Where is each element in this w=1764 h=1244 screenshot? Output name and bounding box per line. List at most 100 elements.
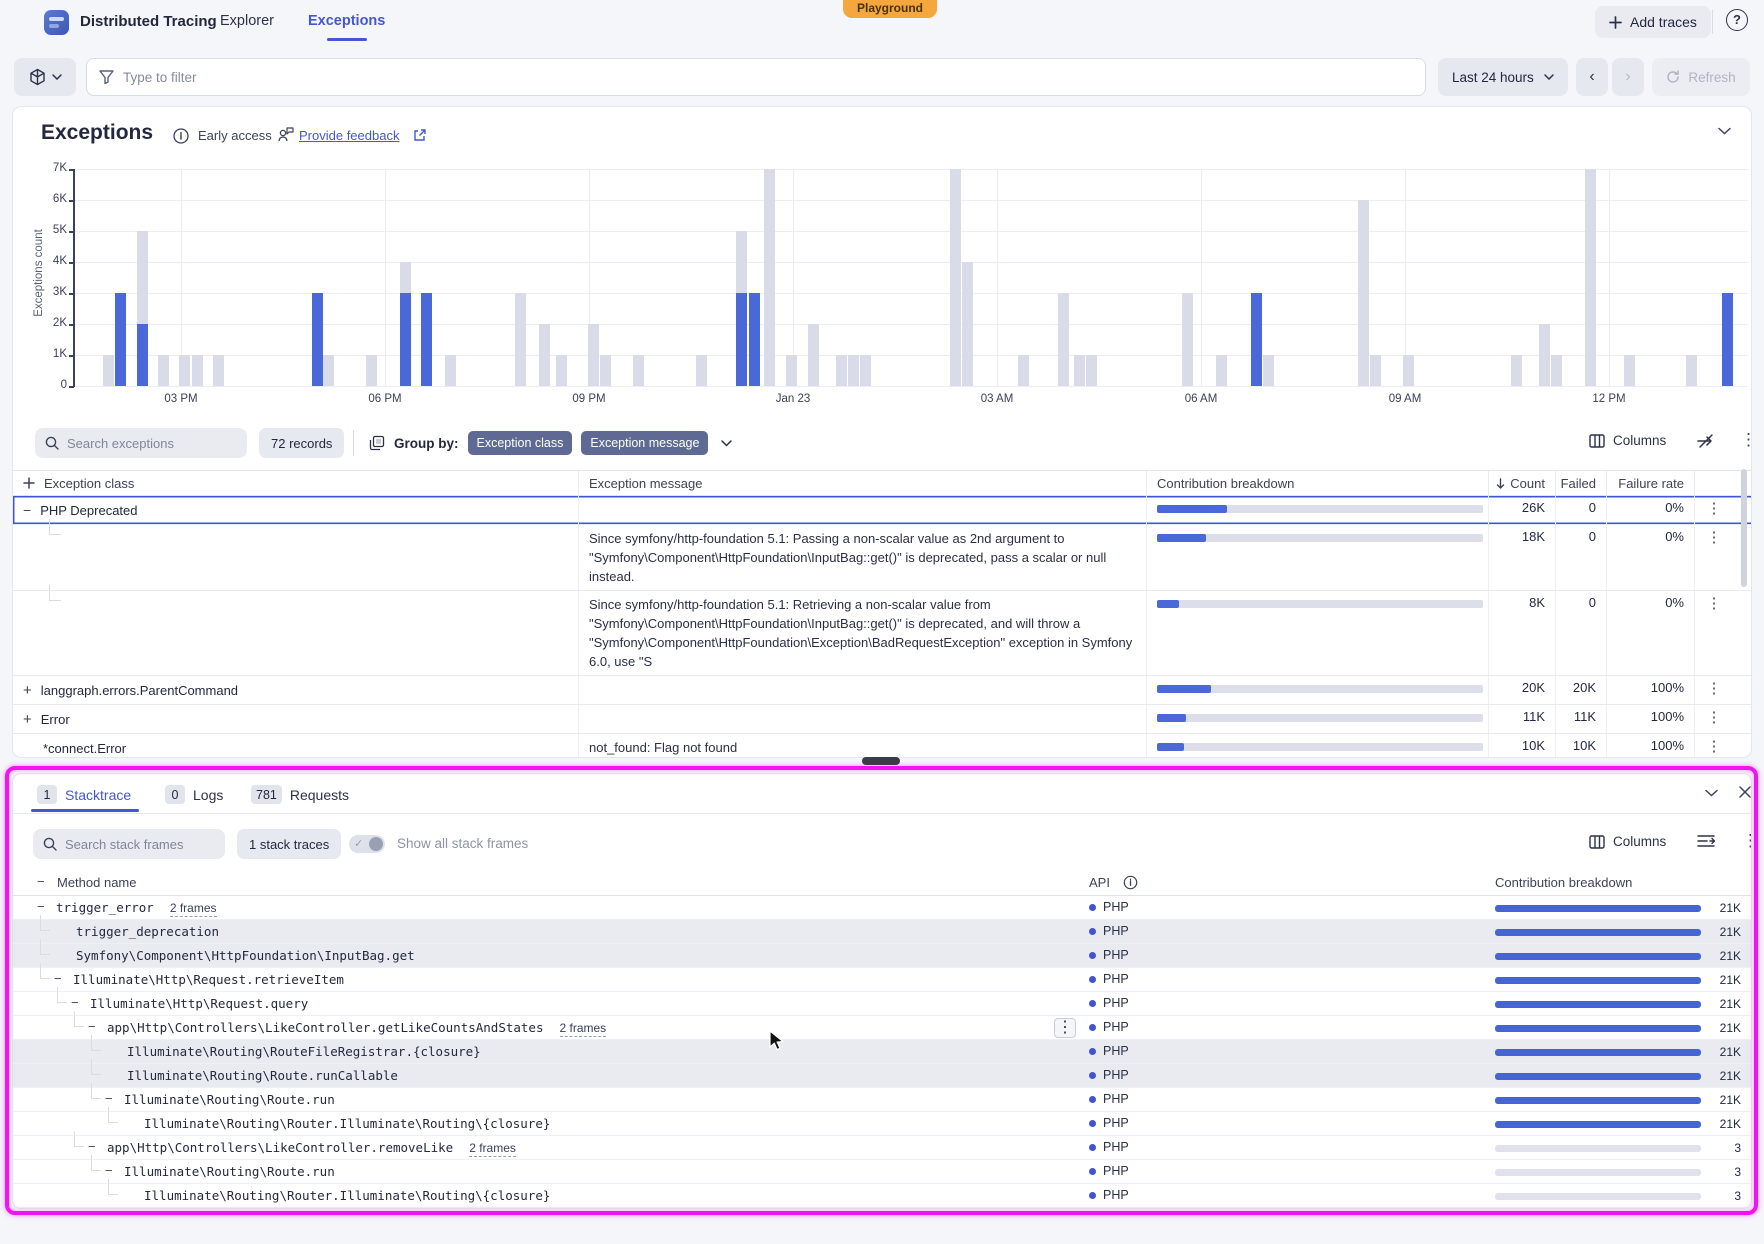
time-range-dropdown[interactable]: Last 24 hours xyxy=(1438,58,1568,96)
chart-bar-total[interactable] xyxy=(1585,169,1596,386)
table-row[interactable]: + Error 11K 11K 100% ⋮ xyxy=(13,705,1751,734)
chart-bar-total[interactable] xyxy=(1058,293,1069,386)
columns-button[interactable]: Columns xyxy=(1589,834,1666,849)
stack-frame-row[interactable]: − Illuminate\Http\Request.query PHP 21K xyxy=(13,987,1751,1016)
col-api[interactable]: API xyxy=(1089,875,1110,890)
chart-bar-total[interactable] xyxy=(786,355,797,386)
col-count[interactable]: Count xyxy=(1510,475,1545,491)
add-traces-button[interactable]: Add traces xyxy=(1595,6,1711,38)
chart-bar-selected[interactable] xyxy=(312,293,323,386)
api-info-icon[interactable] xyxy=(1123,875,1138,890)
chart-bar-selected[interactable] xyxy=(1722,293,1733,386)
provide-feedback-link[interactable]: Provide feedback xyxy=(299,128,400,143)
time-prev-button[interactable]: ‹ xyxy=(1576,58,1608,96)
group-chip-exception-message[interactable]: Exception message xyxy=(581,431,709,455)
chart-bar-selected[interactable] xyxy=(749,293,760,386)
search-stack-frames-box[interactable] xyxy=(33,829,225,859)
stack-frame-row[interactable]: Illuminate\Routing\Route.runCallable PHP 2… xyxy=(13,1059,1751,1088)
group-chip-exception-class[interactable]: Exception class xyxy=(467,431,573,455)
close-icon[interactable] xyxy=(1738,785,1751,799)
chart-bar-total[interactable] xyxy=(213,355,224,386)
tab-requests[interactable]: 781 Requests xyxy=(251,785,349,804)
filter-input[interactable] xyxy=(123,69,1413,85)
row-menu-kebab-icon[interactable]: ⋮ xyxy=(1706,738,1722,755)
chart-bar-total[interactable] xyxy=(1263,355,1274,386)
chart-bar-total[interactable] xyxy=(556,355,567,386)
col-exception-class[interactable]: Exception class xyxy=(44,475,135,491)
app-logo-icon[interactable] xyxy=(44,10,69,35)
stack-frame-row[interactable]: − app\Http\Controllers\LikeController.get… xyxy=(13,1011,1751,1040)
chart-bar-total[interactable] xyxy=(1216,355,1227,386)
frames-link[interactable]: 2 frames xyxy=(469,1141,516,1157)
chart-bar-total[interactable] xyxy=(764,169,775,386)
collapse-toggle-icon[interactable]: − xyxy=(105,1091,113,1106)
stack-frame-row[interactable]: Illuminate\Routing\RouteFileRegistrar.{c… xyxy=(13,1035,1751,1064)
trace-filter-field[interactable] xyxy=(86,58,1426,96)
collapse-toggle-icon[interactable]: − xyxy=(37,899,45,914)
stack-frame-row[interactable]: trigger_deprecation PHP 21K xyxy=(13,915,1751,944)
chart-bar-total[interactable] xyxy=(696,355,707,386)
chart-bar-selected[interactable] xyxy=(137,324,148,386)
chart-bar-total[interactable] xyxy=(633,355,644,386)
row-hover-kebab-icon[interactable]: ⋮ xyxy=(1054,1018,1076,1038)
nav-tab-exceptions[interactable]: Exceptions xyxy=(308,13,386,29)
col-failed[interactable]: Failed xyxy=(1560,475,1596,491)
refresh-button[interactable]: Refresh xyxy=(1652,58,1750,96)
search-stack-frames-input[interactable] xyxy=(65,836,215,852)
show-all-frames-toggle[interactable]: ✓ xyxy=(349,835,385,853)
chart-bar-selected[interactable] xyxy=(736,293,747,386)
chart-bar-total[interactable] xyxy=(1686,355,1697,386)
stack-frame-row[interactable]: Illuminate\Routing\Router.Illuminate\Rou… xyxy=(13,1107,1751,1136)
chart-bar-total[interactable] xyxy=(1182,293,1193,386)
chart-bar-total[interactable] xyxy=(179,355,190,386)
collapse-toggle-icon[interactable]: − xyxy=(54,971,62,986)
chart-bar-total[interactable] xyxy=(158,355,169,386)
table-menu-kebab-icon[interactable]: ⋮ xyxy=(1740,431,1751,448)
tab-logs[interactable]: 0 Logs xyxy=(165,785,223,804)
table-row[interactable]: + langgraph.errors.ParentCommand 20K 20K 100… xyxy=(13,676,1751,705)
chart-bar-total[interactable] xyxy=(103,355,114,386)
frames-link[interactable]: 2 frames xyxy=(169,901,217,917)
panel-collapse-chevron-icon[interactable] xyxy=(1705,789,1718,797)
col-exception-message[interactable]: Exception message xyxy=(589,475,703,491)
export-disabled-icon[interactable] xyxy=(1696,433,1716,449)
chart-bar-total[interactable] xyxy=(323,355,334,386)
chart-bar-total[interactable] xyxy=(836,355,847,386)
stack-frame-row[interactable]: Symfony\Component\HttpFoundation\InputBa… xyxy=(13,939,1751,968)
columns-button[interactable]: Columns xyxy=(1589,433,1666,448)
chart-bar-selected[interactable] xyxy=(115,293,126,386)
search-exceptions-input[interactable] xyxy=(67,435,217,451)
collapse-toggle-icon[interactable]: − xyxy=(105,1163,113,1178)
time-next-button[interactable]: › xyxy=(1612,58,1644,96)
chart-bar-selected[interactable] xyxy=(421,293,432,386)
collapse-chevron-icon[interactable] xyxy=(1718,127,1731,135)
col-method-name[interactable]: Method name xyxy=(57,875,137,890)
chart-bar-total[interactable] xyxy=(192,355,203,386)
search-exceptions-box[interactable] xyxy=(35,428,247,458)
stack-frame-row[interactable]: − Illuminate\Routing\Route.run PHP 3 xyxy=(13,1155,1751,1184)
expand-all-plus-icon[interactable] xyxy=(23,477,35,489)
row-menu-kebab-icon[interactable]: ⋮ xyxy=(1706,709,1722,726)
expand-plus-icon[interactable]: + xyxy=(23,681,32,699)
stack-frame-row[interactable]: − trigger_error 2 frames PHP 21K xyxy=(13,896,1751,920)
chart-bar-total[interactable] xyxy=(962,262,973,386)
expand-plus-icon[interactable]: + xyxy=(23,710,32,728)
chart-bar-total[interactable] xyxy=(950,169,961,386)
table-row[interactable]: Since symfony/http-foundation 5.1: Retri… xyxy=(13,585,1751,676)
panel-resize-handle[interactable] xyxy=(862,757,900,765)
row-density-icon[interactable] xyxy=(1697,834,1715,848)
collapse-minus-icon[interactable]: − xyxy=(23,502,32,518)
chart-bar-total[interactable] xyxy=(1358,200,1369,386)
row-menu-kebab-icon[interactable]: ⋮ xyxy=(1706,500,1722,517)
chart-bar-total[interactable] xyxy=(1551,355,1562,386)
scope-selector[interactable] xyxy=(14,58,76,96)
chart-bar-total[interactable] xyxy=(1624,355,1635,386)
help-icon[interactable]: ? xyxy=(1726,9,1748,31)
frames-link[interactable]: 2 frames xyxy=(559,1021,607,1037)
stack-frame-row[interactable]: − app\Http\Controllers\LikeController.rem… xyxy=(13,1131,1751,1160)
chart-bar-selected[interactable] xyxy=(400,293,411,386)
row-menu-kebab-icon[interactable]: ⋮ xyxy=(1706,680,1722,697)
chart-bar-total[interactable] xyxy=(366,355,377,386)
chart-bar-total[interactable] xyxy=(1403,355,1414,386)
chart-bar-selected[interactable] xyxy=(1251,293,1262,386)
